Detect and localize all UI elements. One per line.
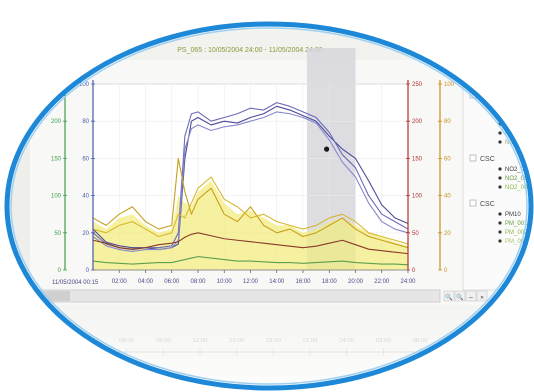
y-tick-label: 200 — [51, 119, 62, 125]
x-tick-label: 14:00 — [269, 279, 285, 285]
x-tick-label: 24:00 — [400, 279, 416, 285]
legend-bullet — [498, 230, 502, 234]
legend-item: NO_001 — [505, 104, 528, 110]
x-tick-label: 22:00 — [374, 279, 390, 285]
legend-bullet — [498, 185, 502, 189]
y-tick-label: 100 — [412, 194, 423, 200]
series-line-2 — [92, 102, 409, 251]
forward-icon: » — [480, 295, 484, 301]
legend-item: NO_002 — [505, 113, 528, 119]
y-tick-label: 50 — [54, 231, 61, 237]
legend-bullet — [498, 212, 502, 216]
y-tick-label: 250 — [412, 82, 423, 88]
y-tick-label: 0 — [412, 268, 416, 274]
ellipse-frame-inner — [10, 27, 528, 385]
legend-expand-toggle — [469, 199, 477, 207]
y-tick-label: 200 — [412, 119, 423, 125]
y-tick-label: 80 — [444, 119, 451, 125]
data-point-marker — [324, 146, 330, 152]
y-tick-label: 250 — [51, 82, 62, 88]
y-tick-label: 150 — [51, 156, 62, 162]
legend-item: PM10 — [505, 212, 521, 218]
x-tick-label: 20:00 — [348, 279, 364, 285]
y-tick-label: 50 — [412, 231, 419, 237]
legend-item: PM_001 — [505, 221, 528, 227]
legend-item: NO2_001 — [505, 167, 531, 173]
series-line-6 — [92, 232, 409, 255]
legend-item: NO2_003 — [505, 185, 531, 191]
legend-bullet — [498, 239, 502, 243]
series-line-7 — [92, 256, 409, 266]
y-tick-label: 0 — [58, 268, 62, 274]
x-tick-label: 08:00 — [190, 279, 206, 285]
toolbar: 🔍 🔍 ⇔ » — [443, 290, 488, 302]
legend-item: PM_003 — [505, 239, 528, 245]
zoom-in-icon: 🔍 — [445, 293, 453, 301]
right-axis-title-top: NO2 — [416, 40, 429, 46]
legend-bullet — [498, 140, 502, 144]
x-tick-label: 06:00 — [164, 279, 180, 285]
legend-bullet — [498, 131, 502, 135]
title-band — [7, 30, 531, 60]
y-tick-label: 100 — [51, 194, 62, 200]
series-line-3 — [92, 111, 409, 252]
legend-expand-toggle — [469, 154, 477, 162]
pan-button[interactable] — [465, 290, 477, 302]
y-tick-label: 40 — [444, 194, 451, 200]
line-series-layer — [92, 102, 409, 266]
legend-bullet — [498, 167, 502, 171]
pan-icon: ⇔ — [468, 295, 474, 301]
x-tick-label: 12:00 — [243, 279, 259, 285]
y-tick-label: 0 — [86, 268, 90, 274]
x-tick-label: 18:00 — [322, 279, 338, 285]
legend-bullet — [498, 176, 502, 180]
x-tick-label: 02:00 — [112, 279, 128, 285]
series-line-1 — [92, 105, 409, 251]
chart-title: PS_065 : 10/05/2004 24:00 - 11/05/2004 2… — [177, 47, 323, 54]
y-tick-label: 80 — [82, 119, 89, 125]
x-tick-label: 16:00 — [295, 279, 311, 285]
legend-group-label: CSC — [480, 156, 495, 163]
reflection-fade — [7, 305, 531, 388]
series-line-5 — [92, 176, 409, 245]
ellipse-frame — [4, 21, 534, 391]
x-tick-label: 10:00 — [217, 279, 233, 285]
y-tick-label: 40 — [82, 194, 89, 200]
legend-bullet — [498, 104, 502, 108]
legend-bullet — [498, 221, 502, 225]
legend-item: NO_003 — [505, 122, 528, 128]
axes-layer: 0501001502002500204060801000501001502002… — [51, 80, 455, 274]
y-tick-label: 100 — [444, 82, 455, 88]
legend-group-label: CSC — [480, 201, 495, 208]
y-tick-label: 100 — [79, 82, 90, 88]
series-line-4 — [92, 157, 409, 249]
forward-button[interactable] — [476, 290, 488, 302]
horizontal-scrollbar[interactable] — [29, 289, 441, 303]
y-tick-label: 20 — [82, 231, 89, 237]
x-axis-tick-labels: 02:00 04:00 06:00 08:00 10:00 12:00 14:00 16:00… — [93, 269, 416, 285]
legend-item: NO2_002 — [505, 176, 531, 182]
x-tick-label: 04:00 — [138, 279, 154, 285]
y-tick-label: 20 — [444, 231, 451, 237]
y-tick-label: 60 — [444, 156, 451, 162]
date-label: 11/05/2004 00:15 — [52, 280, 99, 286]
zoom-in-button[interactable] — [443, 290, 455, 302]
y-tick-label: 150 — [412, 156, 423, 162]
y-tick-label: 0 — [444, 268, 448, 274]
scrollbar-thumb[interactable] — [30, 291, 70, 301]
legend-item: PM_002 — [505, 230, 528, 236]
zoom-out-button[interactable] — [454, 290, 466, 302]
y-tick-label: 60 — [82, 156, 89, 162]
zoom-out-icon: 🔍 — [456, 293, 464, 301]
